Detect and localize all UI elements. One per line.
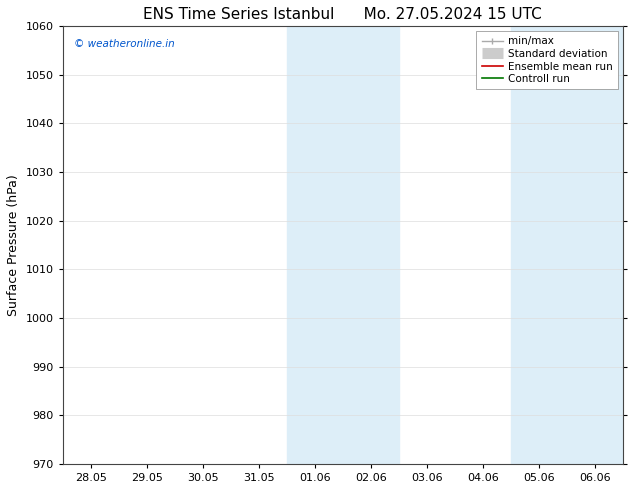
Title: ENS Time Series Istanbul      Mo. 27.05.2024 15 UTC: ENS Time Series Istanbul Mo. 27.05.2024 … <box>143 7 542 22</box>
Text: © weatheronline.in: © weatheronline.in <box>74 39 174 49</box>
Bar <box>287 26 399 464</box>
Y-axis label: Surface Pressure (hPa): Surface Pressure (hPa) <box>7 174 20 316</box>
Legend: min/max, Standard deviation, Ensemble mean run, Controll run: min/max, Standard deviation, Ensemble me… <box>477 31 618 89</box>
Bar <box>511 26 623 464</box>
